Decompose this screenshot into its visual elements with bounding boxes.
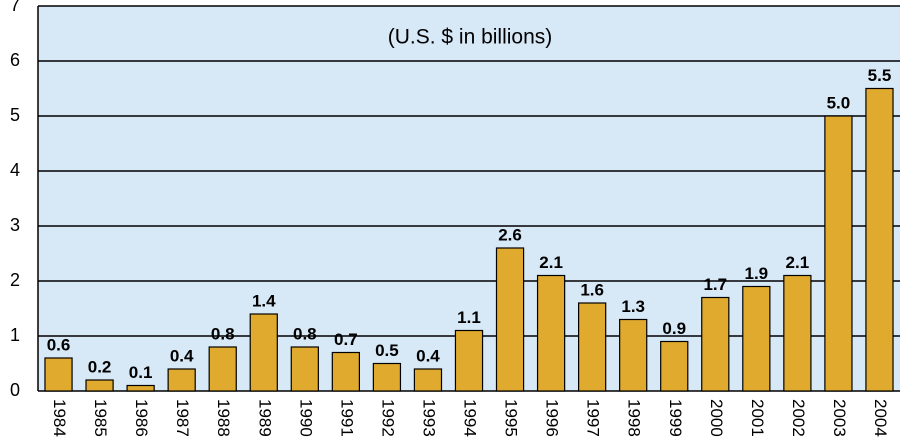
chart-subtitle: (U.S. $ in billions) — [388, 26, 553, 49]
x-tick-label: 1993 — [419, 399, 438, 437]
bar — [619, 318, 648, 392]
bar — [865, 87, 894, 392]
x-tick-label: 1988 — [214, 399, 233, 437]
x-tick-label: 1989 — [255, 399, 274, 437]
y-tick-label: 3 — [10, 215, 20, 235]
bar — [413, 368, 443, 392]
value-label: 0.8 — [211, 324, 235, 343]
y-tick-label: 4 — [10, 160, 20, 180]
value-label: 5.0 — [827, 93, 851, 112]
value-label: 0.2 — [88, 357, 112, 376]
value-label: 0.1 — [129, 363, 153, 382]
value-label: 0.8 — [293, 324, 317, 343]
value-label: 1.1 — [457, 308, 481, 327]
value-label: 1.4 — [252, 291, 276, 310]
x-tick-label: 1985 — [91, 399, 110, 437]
value-label: 0.6 — [47, 335, 71, 354]
bar — [577, 302, 607, 392]
x-tick-label: 2002 — [789, 399, 808, 437]
bar — [331, 351, 361, 392]
value-label: 0.4 — [416, 346, 440, 365]
value-label: 1.3 — [621, 297, 645, 316]
value-label: 0.5 — [375, 341, 399, 360]
x-tick-label: 1994 — [461, 399, 480, 437]
x-tick-label: 1987 — [173, 399, 192, 437]
x-tick-label: 1990 — [296, 399, 315, 437]
y-tick-label: 6 — [10, 50, 20, 70]
bar — [783, 274, 812, 392]
x-tick-label: 1999 — [666, 399, 685, 437]
y-tick-label: 5 — [10, 105, 20, 125]
x-tick-label: 1986 — [132, 399, 151, 437]
value-label: 0.4 — [170, 346, 194, 365]
bar — [536, 274, 566, 392]
value-label: 0.9 — [662, 319, 686, 338]
y-tick-label: 7 — [10, 0, 20, 15]
value-label: 1.9 — [745, 264, 769, 283]
x-tick-label: 1991 — [337, 399, 356, 437]
x-tick-label: 2000 — [707, 399, 726, 437]
y-tick-label: 1 — [10, 325, 20, 345]
bar — [824, 115, 853, 392]
x-tick-label: 1998 — [625, 399, 644, 437]
bar — [701, 296, 730, 392]
value-label: 2.1 — [786, 253, 810, 272]
bar — [126, 384, 155, 392]
x-tick-label: 1995 — [502, 399, 521, 437]
value-label: 1.7 — [703, 275, 727, 294]
bar — [660, 340, 689, 392]
value-label: 5.5 — [868, 66, 892, 85]
bar — [742, 285, 771, 392]
bar — [167, 368, 196, 392]
bar — [249, 313, 278, 392]
bar — [495, 247, 525, 392]
bar — [372, 362, 402, 392]
x-tick-label: 2004 — [871, 399, 890, 437]
value-label: 0.7 — [334, 330, 358, 349]
y-tick-label: 2 — [10, 270, 20, 290]
x-tick-label: 1996 — [543, 399, 562, 437]
value-label: 1.6 — [580, 280, 604, 299]
x-tick-label: 2003 — [830, 399, 849, 437]
bar — [85, 379, 114, 392]
y-tick-label: 0 — [10, 380, 20, 400]
value-label: 2.6 — [498, 225, 522, 244]
value-label: 2.1 — [539, 253, 563, 272]
x-tick-label: 2001 — [748, 399, 767, 437]
bar — [454, 329, 484, 392]
x-tick-label: 1984 — [50, 399, 69, 437]
bar — [290, 346, 319, 392]
bar — [44, 357, 73, 392]
x-tick-label: 1992 — [378, 399, 397, 437]
x-tick-label: 1997 — [584, 399, 603, 437]
bar — [208, 346, 237, 392]
